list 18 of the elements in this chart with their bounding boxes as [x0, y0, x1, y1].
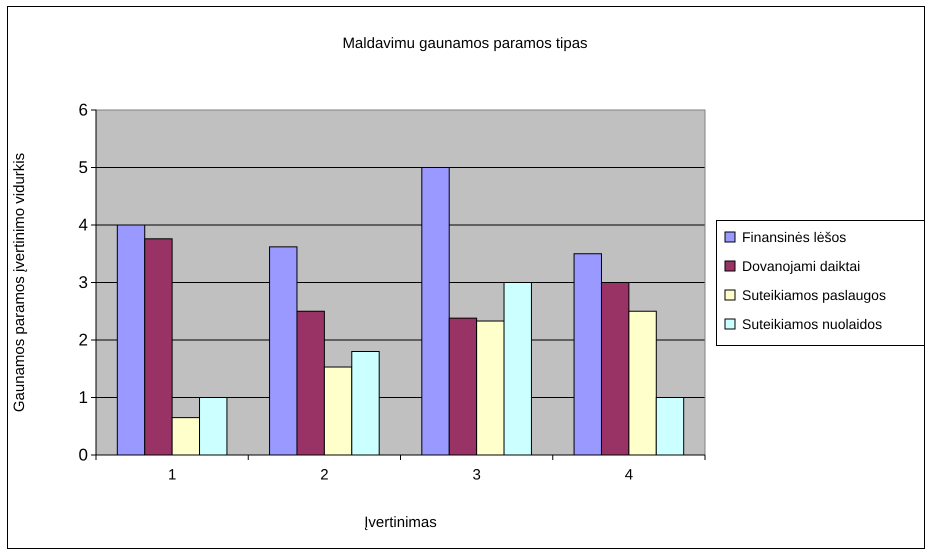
legend-label: Dovanojami daiktai: [742, 258, 860, 274]
legend-label: Suteikiamos paslaugos: [742, 287, 886, 303]
x-tick-label: 3: [472, 466, 481, 484]
x-tick-label: 1: [168, 466, 176, 484]
y-tick-label: 4: [78, 215, 88, 234]
y-tick-label: 5: [78, 158, 88, 177]
x-axis-title: Įvertinimas: [364, 514, 437, 531]
legend-label: Suteikiamos nuolaidos: [742, 316, 882, 332]
y-tick-label: 3: [78, 272, 88, 292]
x-tick-label: 2: [320, 466, 329, 484]
y-tick-label: 0: [78, 445, 88, 464]
chart-title: Maldavimu gaunamos paramos tipas: [342, 35, 588, 52]
y-tick-label: 2: [78, 330, 88, 350]
y-axis-title: Gaunamos paramos įvertinimo vidurkis: [11, 152, 28, 412]
y-tick-label: 6: [78, 100, 88, 120]
x-tick-label: 4: [624, 466, 634, 484]
legend-label: Finansinės lėšos: [742, 229, 846, 245]
y-tick-label: 1: [78, 388, 88, 407]
